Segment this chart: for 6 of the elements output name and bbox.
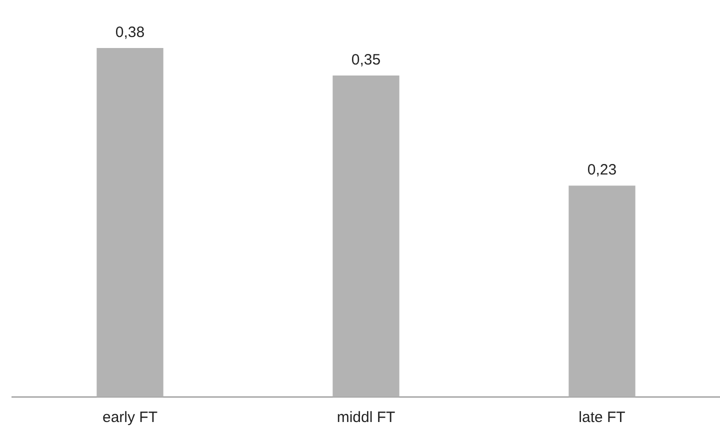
data-label: 0,35 [351, 52, 381, 69]
data-label: 0,38 [115, 24, 145, 41]
x-tick-label: late FT [578, 409, 626, 426]
x-tick-label: middl FT [336, 409, 396, 426]
x-tick-label: early FT [102, 409, 158, 426]
data-label: 0,23 [587, 162, 617, 179]
